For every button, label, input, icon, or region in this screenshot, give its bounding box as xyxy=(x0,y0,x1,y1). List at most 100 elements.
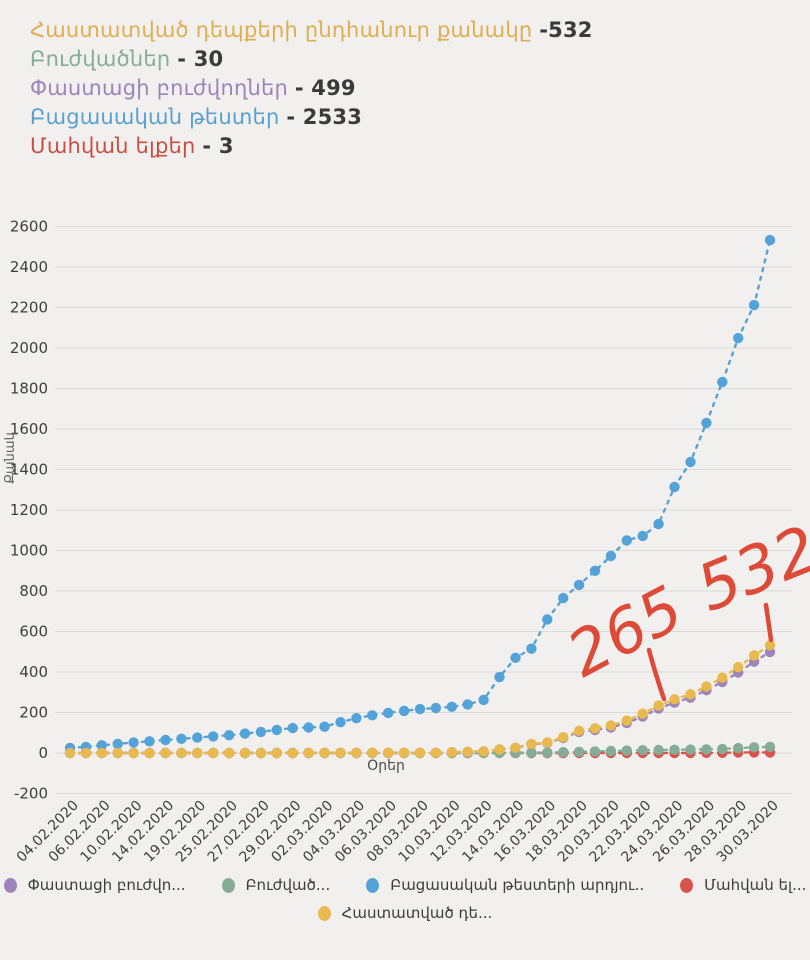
legend-item-recovered[interactable]: Բուժված... xyxy=(221,876,331,894)
data-point xyxy=(160,734,171,746)
x-axis-title: Օրեր xyxy=(367,758,405,774)
data-point xyxy=(287,747,298,759)
data-point xyxy=(764,741,776,753)
data-point xyxy=(255,726,267,738)
data-point xyxy=(430,702,442,714)
data-point xyxy=(80,747,92,759)
data-point xyxy=(748,650,760,661)
y-tick-label: 1000 xyxy=(10,542,48,560)
data-point xyxy=(494,671,505,683)
y-tick-label: 1400 xyxy=(10,461,48,479)
y-tick-label: 1200 xyxy=(10,501,48,519)
data-point xyxy=(335,717,346,728)
y-tick-label: 0 xyxy=(38,744,48,762)
data-point xyxy=(637,745,648,756)
legend-item-negative-tests[interactable]: Բացասական թեստերի արդյու.. xyxy=(366,876,644,894)
data-point xyxy=(462,699,473,710)
data-point xyxy=(589,723,601,734)
data-point xyxy=(383,747,394,758)
data-point xyxy=(96,740,108,751)
legend-item-confirmed[interactable]: Հաստատված դե... xyxy=(317,904,492,922)
data-point xyxy=(605,720,617,731)
data-point xyxy=(637,708,648,719)
data-point xyxy=(733,661,744,673)
legend-row-1: Փաստացի բուժվո... Բուժված... Բացասական թ… xyxy=(0,876,810,894)
data-point xyxy=(319,747,330,758)
data-point xyxy=(701,681,712,692)
data-point xyxy=(144,747,155,759)
data-point xyxy=(128,747,139,759)
data-point xyxy=(653,518,664,530)
data-point xyxy=(764,234,776,246)
stat-label: Մահվան ելքեր xyxy=(30,134,203,158)
legend-dot-red xyxy=(680,877,694,893)
data-point xyxy=(287,722,298,734)
stat-line-negative-tests: Բացասական թեստեր - 2533 xyxy=(30,103,593,132)
stat-value: - 30 xyxy=(177,47,224,71)
data-point xyxy=(669,481,680,493)
data-point xyxy=(605,745,617,757)
stat-label: Փաստացի բուժվողներ xyxy=(30,76,295,100)
data-point xyxy=(526,747,537,758)
annotation-arrow xyxy=(646,647,667,702)
data-point xyxy=(446,747,457,758)
data-point xyxy=(637,530,648,542)
y-tick-label: 400 xyxy=(19,663,48,681)
data-point xyxy=(669,694,680,705)
data-point xyxy=(446,701,457,712)
data-point xyxy=(303,747,314,758)
legend-row-2: Հաստատված դե... xyxy=(0,904,810,922)
y-tick-label: 200 xyxy=(19,704,48,722)
y-tick-label: 1800 xyxy=(10,380,48,398)
data-point xyxy=(701,744,712,755)
legend-label: Փաստացի բուժվո... xyxy=(27,876,186,894)
data-point xyxy=(478,746,489,757)
data-point xyxy=(558,747,569,758)
data-point xyxy=(239,747,251,759)
data-point xyxy=(430,747,442,758)
data-point xyxy=(510,652,521,663)
data-point xyxy=(526,738,537,750)
data-point xyxy=(558,592,569,604)
data-point xyxy=(367,710,378,721)
data-point xyxy=(112,738,123,750)
stat-label: Բուժվածներ xyxy=(30,47,178,71)
legend-item-deaths[interactable]: Մահվան ել... xyxy=(680,876,806,894)
stat-value: -532 xyxy=(539,18,593,42)
data-point xyxy=(733,742,744,754)
data-point xyxy=(701,417,712,429)
chart-legend: Փաստացի բուժվո... Բուժված... Բացասական թ… xyxy=(0,876,810,922)
data-point xyxy=(414,747,426,758)
y-tick-label: 2000 xyxy=(10,339,48,357)
y-tick-label: 1600 xyxy=(10,420,48,438)
data-point xyxy=(160,747,171,759)
legend-label: Մահվան ել... xyxy=(704,876,807,894)
legend-dot-yellow xyxy=(317,905,331,921)
data-point xyxy=(223,747,235,759)
data-point xyxy=(733,332,744,344)
data-point xyxy=(208,747,219,759)
legend-label: Բուժված... xyxy=(245,876,331,894)
data-point xyxy=(605,550,617,562)
data-point xyxy=(255,747,267,759)
y-tick-label: 2600 xyxy=(10,218,48,236)
data-point xyxy=(542,737,553,748)
data-point xyxy=(589,565,601,576)
stat-label: Հաստատված դեպքերի ընդհանուր քանակը xyxy=(30,18,540,42)
legend-item-active[interactable]: Փաստացի բուժվո... xyxy=(3,876,186,894)
data-point xyxy=(573,579,585,591)
data-point xyxy=(653,744,664,756)
data-point xyxy=(223,730,235,741)
y-tick-label: 2400 xyxy=(10,258,48,276)
stat-line-confirmed: Հաստատված դեպքերի ընդհանուր քանակը -532 xyxy=(30,16,593,45)
y-tick-label: -200 xyxy=(14,785,48,803)
data-point xyxy=(303,722,314,733)
y-axis-title: Քանակ xyxy=(3,432,18,484)
data-point xyxy=(128,737,139,748)
data-point xyxy=(414,703,426,715)
data-point xyxy=(335,747,346,758)
data-point xyxy=(112,747,123,759)
stat-label: Բացասական թեստեր xyxy=(30,105,287,129)
data-point xyxy=(653,700,664,711)
